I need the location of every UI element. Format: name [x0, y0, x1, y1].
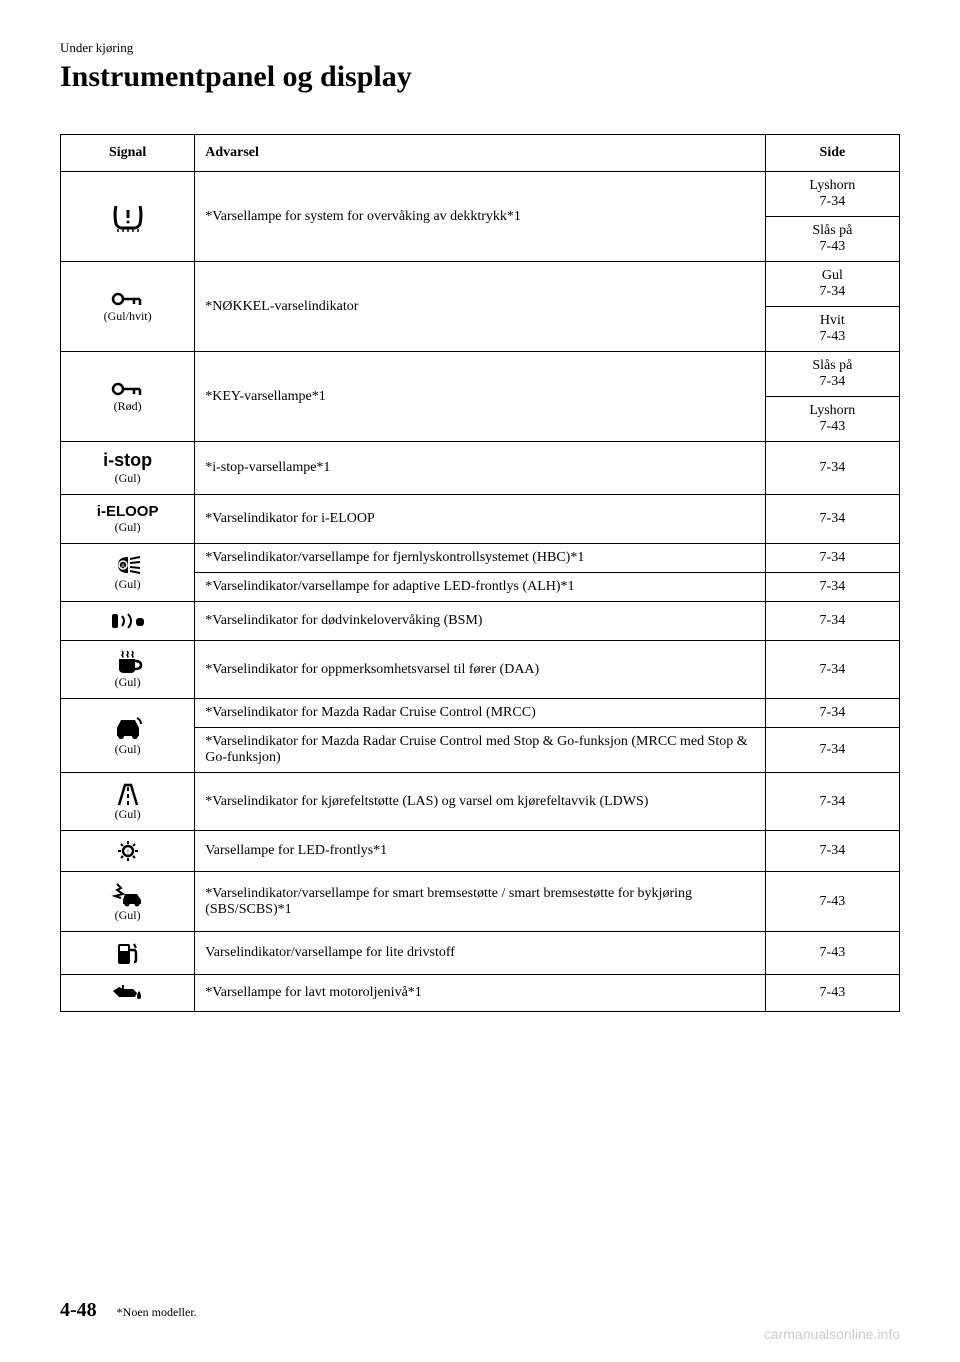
table-row: A (Gul) *Varselindikator/varsellampe for… — [61, 544, 900, 573]
page-cell: 7-34 — [765, 573, 899, 602]
signal-cell — [61, 172, 195, 262]
warning-cell: *KEY-varsellampe*1 — [195, 352, 766, 442]
table-row: (Gul) *Varselindikator for kjørefeltstøt… — [61, 773, 900, 831]
signal-cell: (Gul/hvit) — [61, 262, 195, 352]
bsm-icon — [108, 610, 148, 632]
ieloop-icon: i-ELOOP — [65, 503, 190, 520]
table-row: *Varsellampe for system for overvåking a… — [61, 172, 900, 217]
header-warning: Advarsel — [195, 135, 766, 172]
page-cell: Gul7-34 — [765, 262, 899, 307]
signal-cell: (Gul) — [61, 699, 195, 773]
header-signal: Signal — [61, 135, 195, 172]
warning-cell: *Varselindikator for kjørefeltstøtte (LA… — [195, 773, 766, 831]
warning-cell: *Varselindikator for oppmerksomhetsvarse… — [195, 641, 766, 699]
footer-note: *Noen modeller. — [117, 1305, 197, 1320]
signal-cell: (Rød) — [61, 352, 195, 442]
table-row: (Gul) *Varselindikator/varsellampe for s… — [61, 872, 900, 932]
page-cell: 7-34 — [765, 831, 899, 872]
headlight-auto-icon: A — [108, 553, 148, 577]
signal-cell — [61, 602, 195, 641]
warning-cell: *Varselindikator for dødvinkelovervåking… — [195, 602, 766, 641]
page-cell: Slås på7-34 — [765, 352, 899, 397]
signal-label: (Gul) — [65, 908, 190, 923]
page-cell: Slås på7-43 — [765, 217, 899, 262]
table-row: (Rød) *KEY-varsellampe*1 Slås på7-34 — [61, 352, 900, 397]
page-number: 4-48 — [60, 1299, 97, 1322]
warning-cell: Varselindikator/varsellampe for lite dri… — [195, 932, 766, 975]
istop-icon: i-stop — [65, 450, 190, 471]
warning-cell: *Varselindikator/varsellampe for smart b… — [195, 872, 766, 932]
table-row: i-stop (Gul) *i-stop-varsellampe*1 7-34 — [61, 442, 900, 495]
watermark: carmanualsonline.info — [764, 1326, 900, 1342]
page-cell: 7-43 — [765, 932, 899, 975]
signal-label: (Gul) — [65, 807, 190, 822]
table-row: *Varsellampe for lavt motoroljenivå*1 7-… — [61, 975, 900, 1012]
page-cell: 7-34 — [765, 641, 899, 699]
table-row: *Varselindikator for dødvinkelovervåking… — [61, 602, 900, 641]
warning-cell: *Varselindikator for Mazda Radar Cruise … — [195, 728, 766, 773]
warning-table: Signal Advarsel Side *Varsellampe for sy… — [60, 134, 900, 1012]
warning-cell: *NØKKEL-varselindikator — [195, 262, 766, 352]
table-row: i-ELOOP (Gul) *Varselindikator for i-ELO… — [61, 495, 900, 544]
table-row: (Gul/hvit) *NØKKEL-varselindikator Gul7-… — [61, 262, 900, 307]
warning-cell: *i-stop-varsellampe*1 — [195, 442, 766, 495]
table-row: ! Varsellampe for LED-frontlys*1 7-34 — [61, 831, 900, 872]
table-row: (Gul) *Varselindikator for Mazda Radar C… — [61, 699, 900, 728]
fuel-icon — [114, 940, 142, 966]
table-row: Varselindikator/varsellampe for lite dri… — [61, 932, 900, 975]
page-cell: 7-43 — [765, 975, 899, 1012]
footer: 4-48 *Noen modeller. — [60, 1299, 197, 1322]
signal-label: (Gul) — [65, 520, 190, 535]
signal-label: (Gul) — [65, 742, 190, 757]
signal-cell: i-stop (Gul) — [61, 442, 195, 495]
led-light-icon: ! — [110, 839, 146, 863]
coffee-icon — [113, 649, 143, 675]
page-cell: 7-34 — [765, 699, 899, 728]
header-page: Side — [765, 135, 899, 172]
signal-label: (Gul) — [65, 577, 190, 592]
page-cell: 7-34 — [765, 495, 899, 544]
oil-icon — [109, 983, 147, 1003]
page-cell: 7-34 — [765, 442, 899, 495]
key-icon — [110, 379, 146, 399]
warning-cell: *Varsellampe for system for overvåking a… — [195, 172, 766, 262]
svg-text:A: A — [121, 564, 125, 570]
header-category: Under kjøring — [60, 40, 900, 56]
page-cell: Lyshorn7-43 — [765, 397, 899, 442]
warning-cell: *Varselindikator for i-ELOOP — [195, 495, 766, 544]
cruise-icon — [111, 714, 145, 742]
page-cell: 7-43 — [765, 872, 899, 932]
signal-cell — [61, 975, 195, 1012]
signal-label: (Gul) — [65, 675, 190, 690]
warning-cell: Varsellampe for LED-frontlys*1 — [195, 831, 766, 872]
warning-cell: *Varselindikator/varsellampe for adaptiv… — [195, 573, 766, 602]
page-cell: 7-34 — [765, 728, 899, 773]
signal-label: (Gul) — [65, 471, 190, 486]
signal-cell: (Gul) — [61, 773, 195, 831]
page-cell: 7-34 — [765, 773, 899, 831]
signal-label: (Rød) — [65, 399, 190, 414]
warning-cell: *Varselindikator for Mazda Radar Cruise … — [195, 699, 766, 728]
warning-cell: *Varsellampe for lavt motoroljenivå*1 — [195, 975, 766, 1012]
signal-cell: (Gul) — [61, 872, 195, 932]
tire-pressure-icon — [110, 202, 146, 232]
page-cell: Lyshorn7-34 — [765, 172, 899, 217]
table-row: (Gul) *Varselindikator for oppmerksomhet… — [61, 641, 900, 699]
key-icon — [110, 289, 146, 309]
signal-cell: A (Gul) — [61, 544, 195, 602]
page-cell: Hvit7-43 — [765, 307, 899, 352]
warning-cell: *Varselindikator/varsellampe for fjernly… — [195, 544, 766, 573]
signal-cell — [61, 932, 195, 975]
page-cell: 7-34 — [765, 544, 899, 573]
page-title: Instrumentpanel og display — [60, 60, 900, 94]
signal-cell: i-ELOOP (Gul) — [61, 495, 195, 544]
signal-cell: (Gul) — [61, 641, 195, 699]
collision-icon — [109, 880, 147, 908]
signal-cell: ! — [61, 831, 195, 872]
signal-label: (Gul/hvit) — [65, 309, 190, 324]
page-cell: 7-34 — [765, 602, 899, 641]
lane-icon — [113, 781, 143, 807]
